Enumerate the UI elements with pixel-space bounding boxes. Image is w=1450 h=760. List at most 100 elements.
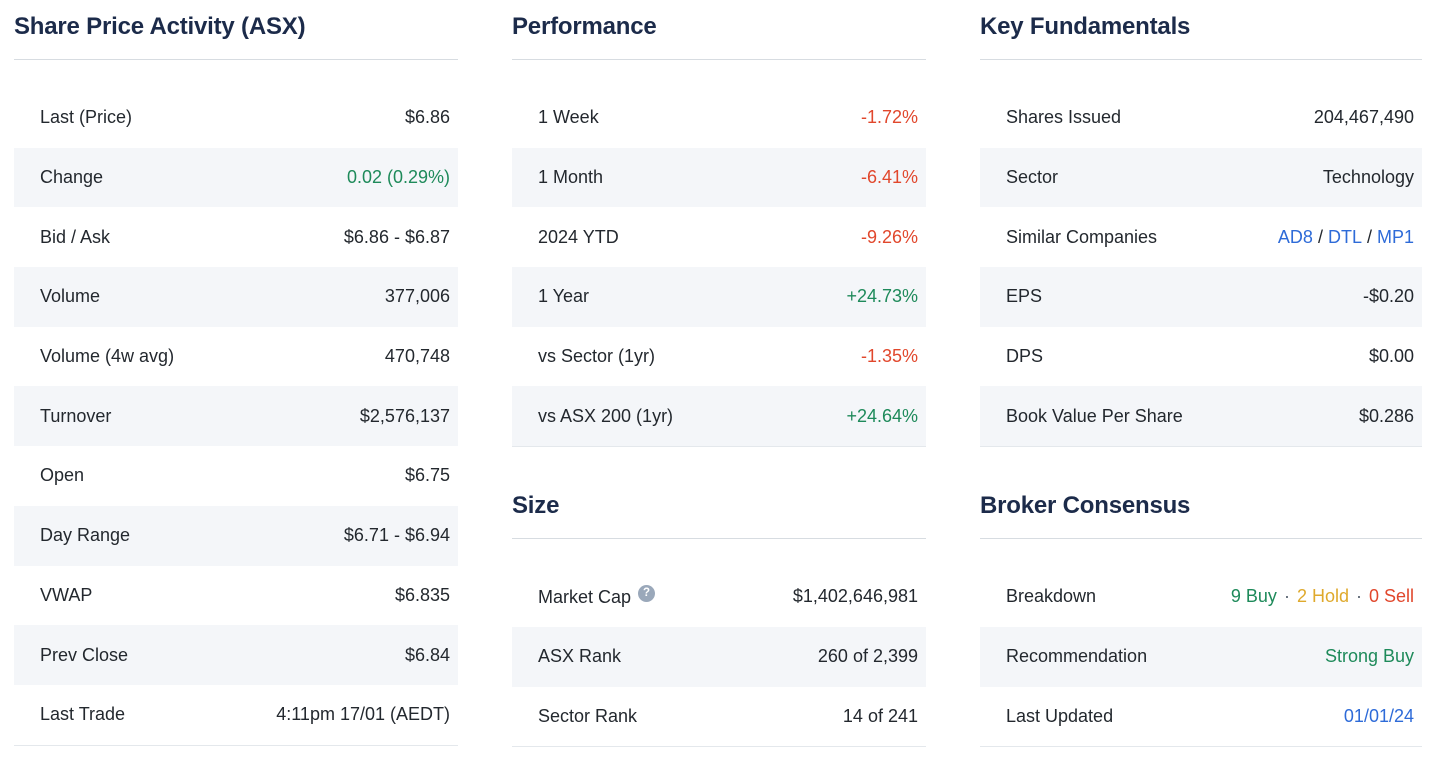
row-label: Day Range xyxy=(40,525,131,546)
help-icon[interactable]: ? xyxy=(638,585,656,603)
row-value: 377,006 xyxy=(384,286,450,307)
row-book-value: Book Value Per Share $0.286 xyxy=(980,386,1422,447)
row-value: Technology xyxy=(1322,167,1414,188)
row-market-cap: Market Cap? $1,402,646,981 xyxy=(512,567,926,627)
breakdown-buy: 9 Buy xyxy=(1230,586,1277,607)
row-label: 1 Year xyxy=(538,286,590,307)
slash-separator: / xyxy=(1366,226,1372,247)
row-label: Last (Price) xyxy=(40,107,133,128)
size-title: Size xyxy=(512,447,926,540)
row-last-updated: Last Updated 01/01/24 xyxy=(980,687,1422,747)
share-price-table: Last (Price) $6.86 Change 0.02 (0.29%) B… xyxy=(14,88,458,746)
last-updated-link[interactable]: 01/01/24 xyxy=(1343,705,1414,726)
row-value: Strong Buy xyxy=(1324,646,1414,667)
row-1-month: 1 Month -6.41% xyxy=(512,147,926,208)
fundamentals-broker-column: Key Fundamentals Shares Issued 204,467,4… xyxy=(980,0,1422,748)
row-label: Prev Close xyxy=(40,644,129,665)
row-value: $6.835 xyxy=(394,584,450,605)
row-label: 1 Month xyxy=(538,167,604,188)
row-value: -9.26% xyxy=(860,226,918,247)
row-label: Last Trade xyxy=(40,704,126,725)
row-dps: DPS $0.00 xyxy=(980,327,1422,387)
row-shares-issued: Shares Issued 204,467,490 xyxy=(980,88,1422,148)
row-eps: EPS -$0.20 xyxy=(980,267,1422,327)
row-label: vs Sector (1yr) xyxy=(538,346,656,367)
row-day-range: Day Range $6.71 - $6.94 xyxy=(14,505,458,566)
row-value: 4:11pm 17/01 (AEDT) xyxy=(276,704,450,725)
row-value: -1.35% xyxy=(860,346,918,367)
dot-separator: · xyxy=(1355,586,1362,607)
broker-consensus-title: Broker Consensus xyxy=(980,447,1422,540)
row-value: $6.71 - $6.94 xyxy=(343,525,450,546)
row-last-trade: Last Trade 4:11pm 17/01 (AEDT) xyxy=(14,685,458,745)
row-value: +24.64% xyxy=(846,405,918,426)
fundamentals-table: Shares Issued 204,467,490 Sector Technol… xyxy=(980,88,1422,448)
breakdown-hold: 2 Hold xyxy=(1296,586,1349,607)
row-recommendation: Recommendation Strong Buy xyxy=(980,626,1422,687)
row-turnover: Turnover $2,576,137 xyxy=(14,386,458,447)
row-value: $0.286 xyxy=(1358,405,1414,426)
row-open: Open $6.75 xyxy=(14,446,458,506)
row-sector-rank: Sector Rank 14 of 241 xyxy=(512,687,926,747)
row-label: Sector Rank xyxy=(538,705,638,726)
row-value: $1,402,646,981 xyxy=(792,586,918,607)
row-value: 470,748 xyxy=(384,346,450,367)
row-similar-companies: Similar Companies AD8/DTL / MP1 xyxy=(980,207,1422,267)
similar-company-link-ad8[interactable]: AD8 xyxy=(1277,226,1313,247)
row-label: 2024 YTD xyxy=(538,226,619,247)
row-label: Open xyxy=(40,465,85,486)
row-value: $0.00 xyxy=(1368,346,1414,367)
row-1-year: 1 Year +24.73% xyxy=(512,267,926,327)
row-label: Shares Issued xyxy=(1006,107,1122,128)
row-label: Similar Companies xyxy=(1006,226,1158,247)
breakdown-sell: 0 Sell xyxy=(1368,586,1414,607)
row-value: -$0.20 xyxy=(1362,286,1414,307)
row-value: $6.75 xyxy=(404,465,450,486)
row-value: 260 of 2,399 xyxy=(817,646,918,667)
row-last-price: Last (Price) $6.86 xyxy=(14,88,458,148)
row-volume: Volume 377,006 xyxy=(14,267,458,327)
share-price-section: Share Price Activity (ASX) Last (Price) … xyxy=(14,0,458,747)
similar-company-link-dtl[interactable]: DTL xyxy=(1327,226,1362,247)
row-value: $2,576,137 xyxy=(359,405,450,426)
row-label: EPS xyxy=(1006,286,1043,307)
row-value: $6.86 - $6.87 xyxy=(343,226,450,247)
row-value: AD8/DTL / MP1 xyxy=(1278,227,1414,248)
row-label: Book Value Per Share xyxy=(1006,405,1183,426)
performance-table: 1 Week -1.72% 1 Month -6.41% 2024 YTD -9… xyxy=(512,88,926,448)
row-label: Volume (4w avg) xyxy=(40,346,175,367)
row-label: Recommendation xyxy=(1006,646,1148,667)
row-label: ASX Rank xyxy=(538,646,622,667)
performance-size-column: Performance 1 Week -1.72% 1 Month -6.41%… xyxy=(512,0,926,748)
row-sector: Sector Technology xyxy=(980,147,1422,208)
row-value: 0.02 (0.29%) xyxy=(346,167,450,188)
row-label: Market Cap? xyxy=(538,585,656,608)
row-label: DPS xyxy=(1006,346,1044,367)
row-label: Change xyxy=(40,167,104,188)
row-2024-ytd: 2024 YTD -9.26% xyxy=(512,207,926,267)
row-label: 1 Week xyxy=(538,107,599,128)
row-change: Change 0.02 (0.29%) xyxy=(14,147,458,208)
market-cap-label: Market Cap xyxy=(538,587,632,608)
broker-consensus-table: Breakdown 9 Buy · 2 Hold · 0 Sell Recommenda… xyxy=(980,567,1422,748)
row-value: $6.84 xyxy=(404,644,450,665)
row-value: 14 of 241 xyxy=(842,705,918,726)
row-vs-sector: vs Sector (1yr) -1.35% xyxy=(512,327,926,387)
share-price-title: Share Price Activity (ASX) xyxy=(14,0,458,60)
slash-separator: / xyxy=(1317,226,1323,247)
row-label: Sector xyxy=(1006,167,1059,188)
row-label: Turnover xyxy=(40,405,112,426)
row-label: vs ASX 200 (1yr) xyxy=(538,405,674,426)
row-value: -6.41% xyxy=(860,167,918,188)
similar-company-link-mp1[interactable]: MP1 xyxy=(1376,226,1414,247)
row-vs-asx-200: vs ASX 200 (1yr) +24.64% xyxy=(512,386,926,447)
row-value: 9 Buy · 2 Hold · 0 Sell xyxy=(1231,586,1414,607)
fundamentals-title: Key Fundamentals xyxy=(980,0,1422,60)
row-label: VWAP xyxy=(40,584,93,605)
row-label: Breakdown xyxy=(1006,586,1097,607)
row-label: Volume xyxy=(40,286,101,307)
performance-title: Performance xyxy=(512,0,926,60)
size-table: Market Cap? $1,402,646,981 ASX Rank 260 … xyxy=(512,567,926,748)
row-value: $6.86 xyxy=(404,107,450,128)
